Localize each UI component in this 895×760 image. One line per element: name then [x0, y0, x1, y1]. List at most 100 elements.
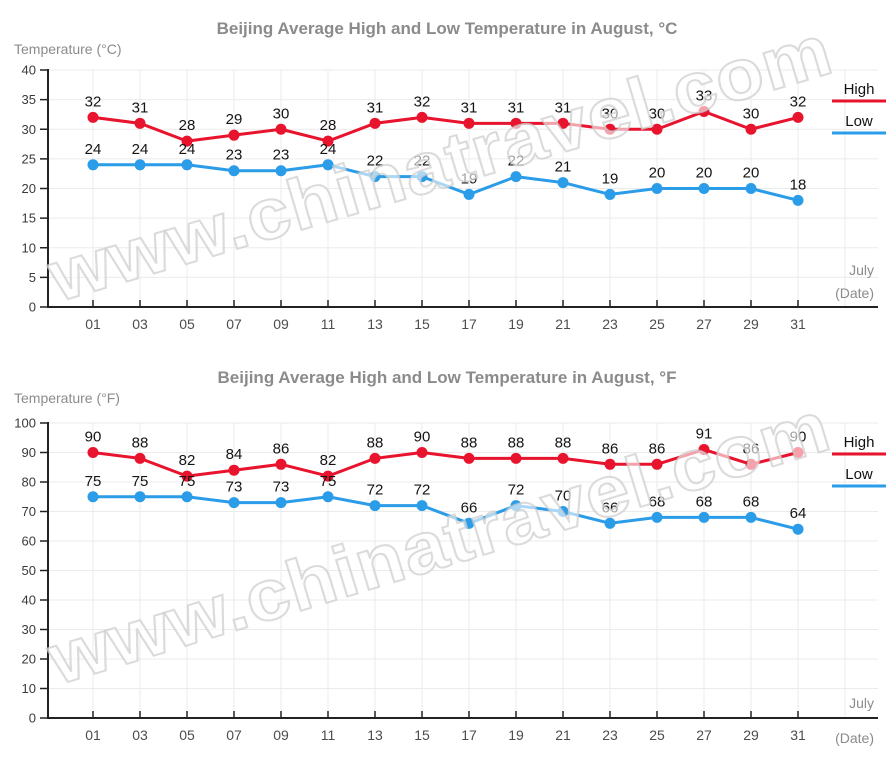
x-axis-month-label-celsius: July — [849, 262, 874, 278]
watermark: www.chinatravel.com — [37, 385, 840, 701]
data-point-label: 20 — [743, 165, 760, 182]
series-line — [91, 163, 800, 202]
x-tick-label: 25 — [649, 316, 665, 332]
data-point-label: 68 — [649, 493, 666, 510]
data-point-label: 86 — [649, 440, 666, 457]
x-tick-label: 05 — [179, 727, 195, 743]
data-point-marker — [792, 523, 804, 535]
axes — [40, 422, 878, 719]
data-point-marker — [651, 123, 663, 135]
data-point-marker — [87, 159, 99, 171]
y-tick-label: 5 — [29, 270, 36, 285]
y-tick-label: 0 — [29, 711, 36, 726]
data-point-marker — [87, 491, 99, 503]
data-point-label: 70 — [555, 488, 572, 505]
x-tick-label: 09 — [273, 727, 289, 743]
data-point-label: 28 — [179, 117, 196, 134]
y-tick-label: 100 — [14, 416, 36, 431]
data-point-label: 20 — [649, 165, 666, 182]
data-point-label: 23 — [273, 147, 290, 164]
series-line — [91, 109, 800, 143]
data-point-label: 73 — [226, 479, 243, 496]
x-tick-label: 19 — [508, 727, 524, 743]
data-point-label: 24 — [320, 141, 337, 158]
data-point-label: 88 — [461, 434, 478, 451]
data-point-label: 68 — [696, 493, 713, 510]
data-point-marker — [792, 447, 804, 458]
gridlines — [48, 422, 878, 718]
y-tick-label: 30 — [22, 622, 36, 637]
watermark-text: www.chinatravel.com — [38, 386, 839, 700]
x-axis-date-label-fahrenheit: (Date) — [835, 730, 874, 746]
data-point-label: 91 — [696, 426, 713, 443]
y-tick-label: 0 — [29, 300, 36, 315]
x-tick-label: 27 — [696, 316, 712, 332]
data-point-marker — [322, 135, 334, 147]
x-tick-label: 07 — [226, 316, 242, 332]
data-point-marker — [369, 171, 381, 183]
data-point-marker — [416, 171, 428, 183]
legend-label-high: High — [844, 81, 875, 98]
data-point-marker — [745, 123, 757, 135]
data-point-label: 30 — [743, 105, 760, 122]
data-point-label: 30 — [273, 105, 290, 122]
x-tick-label: 21 — [555, 316, 571, 332]
data-point-marker — [463, 517, 475, 529]
data-point-label: 32 — [790, 93, 807, 110]
x-tick-label: 15 — [414, 727, 430, 743]
x-tick-label: 07 — [226, 727, 242, 743]
data-point-label: 31 — [461, 99, 478, 116]
data-point-label: 66 — [461, 499, 478, 516]
data-point-label: 88 — [555, 434, 572, 451]
y-axis-unit-label-fahrenheit: Temperature (°F) — [14, 390, 120, 406]
y-tick-label: 10 — [22, 240, 36, 255]
data-point-label: 82 — [320, 452, 337, 469]
data-point-label: 30 — [602, 105, 619, 122]
x-tick-label: 15 — [414, 316, 430, 332]
series-line — [91, 448, 800, 478]
data-point-marker — [745, 511, 757, 523]
data-point-label: 82 — [179, 452, 196, 469]
data-point-marker — [651, 511, 663, 523]
data-point-marker — [228, 464, 240, 476]
plot-area: 0 10 20 30 40 50 60 70 80 90 100 01 03 05 07 09 11 13 15 17… — [14, 416, 886, 743]
data-point-marker — [275, 458, 287, 470]
data-point-marker — [134, 452, 146, 464]
data-point-label: 31 — [508, 99, 525, 116]
data-point-label: 21 — [555, 159, 572, 176]
x-tick-label: 11 — [321, 727, 336, 743]
x-axis-month-label-fahrenheit: July — [849, 695, 874, 711]
data-point-marker — [181, 491, 193, 503]
data-point-label: 29 — [226, 111, 243, 128]
x-tick-label: 23 — [602, 727, 618, 743]
data-point-label: 20 — [696, 165, 713, 182]
y-tick-label: 90 — [22, 445, 36, 460]
chart-title-celsius: Beijing Average High and Low Temperature… — [217, 19, 678, 38]
chart-title-fahrenheit: Beijing Average High and Low Temperature… — [218, 368, 677, 387]
data-point-label: 22 — [367, 153, 384, 170]
data-point-marker — [698, 444, 710, 456]
fahrenheit-temperature-chart: 0 10 20 30 40 50 60 70 80 90 100 01 03 05 07 09 11 13 15 17… — [14, 368, 886, 746]
data-point-label: 72 — [367, 482, 384, 499]
y-tick-label: 50 — [22, 563, 36, 578]
data-point-marker — [416, 500, 428, 512]
y-tick-label: 35 — [22, 92, 36, 107]
data-point-marker — [322, 159, 334, 171]
data-point-label: 75 — [132, 473, 149, 490]
x-tick-label: 13 — [367, 727, 383, 743]
data-point-marker — [698, 183, 710, 194]
x-tick-label: 13 — [367, 316, 383, 332]
legend: High Low — [832, 434, 886, 488]
data-point-marker — [745, 458, 757, 470]
data-point-marker — [275, 497, 287, 509]
y-tick-label: 20 — [22, 652, 36, 667]
data-point-marker — [228, 129, 240, 141]
series-low: 24 24 24 23 23 24 22 22 19 22 21 19 20 20 20 18 — [85, 141, 806, 206]
x-tick-label: 17 — [461, 727, 477, 743]
data-point-label: 86 — [602, 440, 619, 457]
data-point-label: 90 — [85, 429, 102, 446]
data-point-label: 86 — [273, 440, 290, 457]
data-point-marker — [275, 123, 287, 135]
